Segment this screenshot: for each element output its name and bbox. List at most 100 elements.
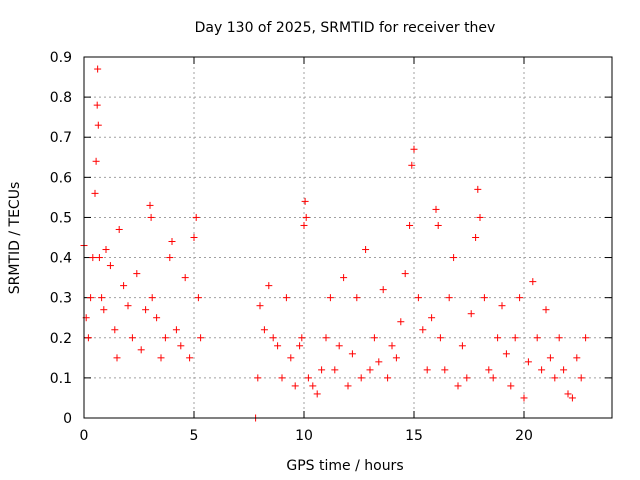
data-point <box>124 302 132 310</box>
data-point <box>542 306 550 314</box>
data-point <box>256 302 264 310</box>
data-point <box>441 366 449 374</box>
data-point <box>546 354 554 362</box>
data-point <box>147 213 155 221</box>
x-tick-label: 15 <box>405 428 423 444</box>
data-point <box>397 318 405 326</box>
x-axis-title: GPS time / hours <box>286 458 403 474</box>
data-point <box>392 354 400 362</box>
data-point <box>91 189 99 197</box>
data-point <box>313 390 321 398</box>
data-point <box>458 342 466 350</box>
chart-title: Day 130 of 2025, SRMTID for receiver the… <box>195 20 496 36</box>
data-point <box>375 358 383 366</box>
y-tick-label: 0.2 <box>50 331 72 347</box>
data-point <box>555 334 563 342</box>
data-point <box>357 374 365 382</box>
data-point <box>498 302 506 310</box>
data-point <box>560 366 568 374</box>
data-point <box>577 374 585 382</box>
data-point <box>524 358 532 366</box>
data-point <box>111 326 119 334</box>
data-point <box>410 145 418 153</box>
y-axis-title: SRMTID / TECUs <box>7 182 23 295</box>
data-point <box>282 294 290 302</box>
data-point <box>401 270 409 278</box>
x-tick-label: 10 <box>295 428 313 444</box>
data-point <box>102 246 110 254</box>
y-tick-label: 0 <box>63 411 72 427</box>
data-point <box>428 314 436 322</box>
data-point <box>573 354 581 362</box>
data-point <box>274 342 282 350</box>
data-point <box>148 294 156 302</box>
data-point <box>137 346 145 354</box>
data-point <box>379 286 387 294</box>
data-point <box>194 294 202 302</box>
x-tick-label: 20 <box>515 428 533 444</box>
data-point <box>564 390 572 398</box>
data-point <box>157 354 165 362</box>
data-point <box>511 334 519 342</box>
data-point <box>445 294 453 302</box>
data-point <box>115 225 123 233</box>
data-point <box>94 65 102 73</box>
data-point <box>120 282 128 290</box>
data-point <box>419 326 427 334</box>
axis-ticks <box>83 56 612 419</box>
data-point <box>476 213 484 221</box>
data-point <box>254 374 262 382</box>
data-point <box>384 374 392 382</box>
data-point <box>98 294 106 302</box>
data-point <box>494 334 502 342</box>
data-point <box>582 334 590 342</box>
data-point <box>529 278 537 286</box>
x-tick-label: 5 <box>190 428 199 444</box>
data-point <box>302 213 310 221</box>
data-point <box>192 213 200 221</box>
data-point <box>100 306 108 314</box>
data-point <box>287 354 295 362</box>
data-point <box>309 382 317 390</box>
y-tick-label: 0.9 <box>50 50 72 66</box>
data-point <box>278 374 286 382</box>
y-tick-label: 0.1 <box>50 371 72 387</box>
data-point <box>181 274 189 282</box>
data-point <box>92 157 100 165</box>
tick-labels: 0 0.1 0.2 0.3 0.4 0.5 0.6 0.7 0.8 0.9 0 5 10 15 20 <box>50 50 533 444</box>
data-point <box>344 382 352 390</box>
y-tick-label: 0.3 <box>50 291 72 307</box>
data-point <box>106 262 114 270</box>
y-tick-label: 0.7 <box>50 130 72 146</box>
data-point <box>516 294 524 302</box>
data-point <box>318 366 326 374</box>
data-point <box>406 221 414 229</box>
data-point <box>474 185 482 193</box>
data-point <box>436 334 444 342</box>
data-point <box>335 342 343 350</box>
data-point <box>467 310 475 318</box>
data-point <box>153 314 161 322</box>
data-point <box>128 334 136 342</box>
data-point <box>362 246 370 254</box>
data-point <box>348 350 356 358</box>
data-point <box>269 334 277 342</box>
data-point <box>432 205 440 213</box>
data-point <box>89 254 97 262</box>
y-tick-label: 0.5 <box>50 210 72 226</box>
y-tick-label: 0.8 <box>50 90 72 106</box>
x-tick-label: 0 <box>80 428 89 444</box>
data-point <box>485 366 493 374</box>
data-point <box>190 234 198 241</box>
data-point <box>454 382 462 390</box>
data-point <box>423 366 431 374</box>
data-point <box>502 350 510 358</box>
data-point <box>300 221 308 229</box>
data-point <box>326 294 334 302</box>
data-point <box>168 238 176 246</box>
data-point <box>113 354 121 362</box>
data-point <box>414 294 422 302</box>
data-point <box>172 326 180 334</box>
data-point <box>166 254 174 262</box>
